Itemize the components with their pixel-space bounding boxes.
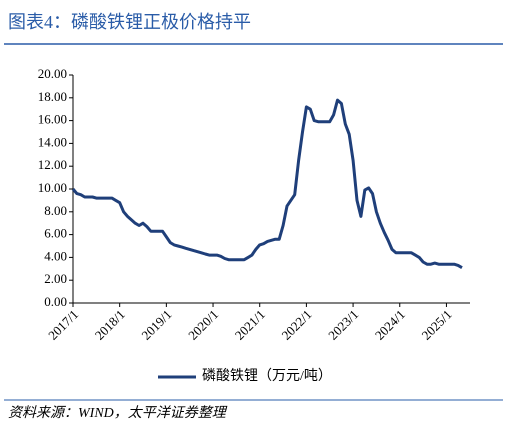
x-tick-label: 2024/1: [372, 307, 408, 343]
y-tick-label: 20.00: [38, 66, 67, 81]
y-tick-label: 12.00: [38, 157, 67, 172]
legend-label: 磷酸铁锂（万元/吨）: [202, 368, 332, 384]
series-line: [71, 98, 463, 269]
source: 资料来源：WIND，太平洋证券整理: [8, 405, 228, 421]
y-tick-label: 6.00: [44, 226, 67, 241]
y-tick-label: 10.00: [38, 180, 67, 195]
x-tick-label: 2022/1: [278, 307, 314, 343]
x-tick-label: 2025/1: [419, 307, 455, 343]
y-tick-label: 16.00: [38, 112, 67, 127]
x-tick-label: 2017/1: [45, 307, 81, 343]
x-tick-label: 2020/1: [185, 307, 221, 343]
x-tick-label: 2018/1: [92, 307, 128, 343]
chart-title: 图表4：磷酸铁锂正极价格持平: [8, 12, 251, 32]
y-tick-label: 2.00: [44, 271, 67, 286]
x-tick-label: 2023/1: [325, 307, 361, 343]
x-tick-label: 2019/1: [138, 307, 174, 343]
y-tick-label: 18.00: [38, 89, 67, 104]
y-tick-label: 4.00: [44, 248, 67, 263]
y-tick-label: 0.00: [44, 294, 67, 309]
y-tick-label: 8.00: [44, 203, 67, 218]
y-tick-label: 14.00: [38, 134, 67, 149]
x-tick-label: 2021/1: [232, 307, 268, 343]
